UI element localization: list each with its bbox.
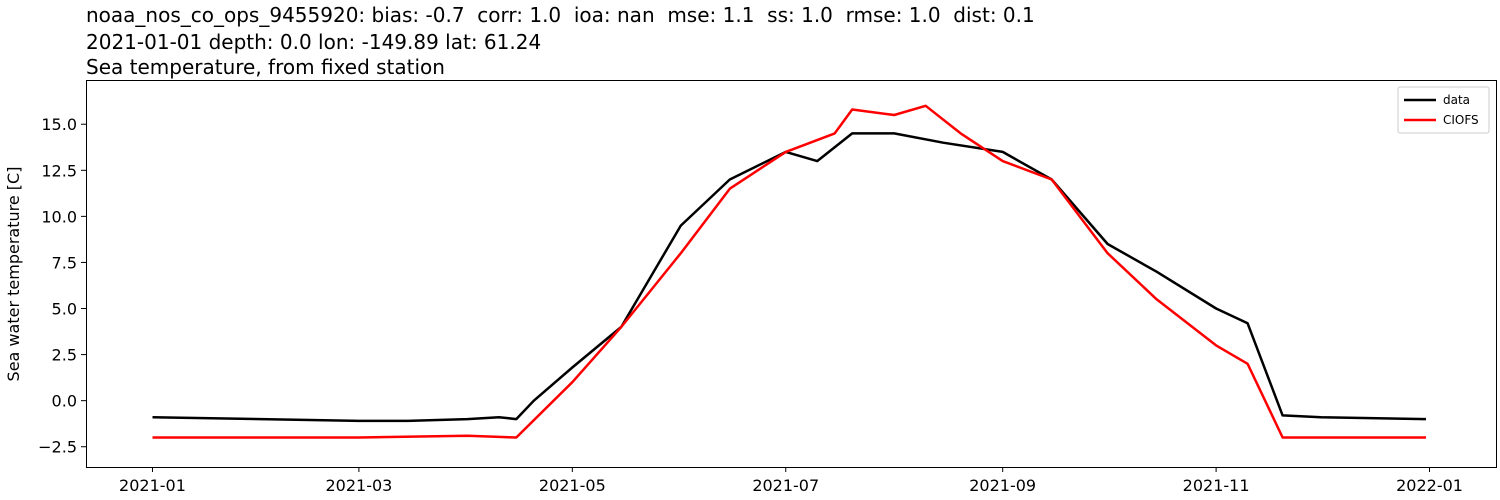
series-line-ciofs [152,104,1426,439]
x-tick-label: 2022-01 [1396,476,1463,495]
y-ticks: −2.5 0.0 2.5 5.0 7.5 10.0 12.5 15.0 [38,115,86,457]
legend-box [1397,86,1490,134]
y-axis-label: Sea water temperature [C] [4,167,23,382]
y-tick-label: 7.5 [52,253,77,272]
x-ticks: 2021-01 2021-03 2021-05 2021-07 2021-09 2021-… [119,467,1463,495]
chart-title-line-1: noaa_nos_co_ops_9455920: bias: -0.7 corr… [86,3,1035,27]
x-tick-label: 2021-09 [969,476,1036,495]
chart-title-line-2: 2021-01-01 depth: 0.0 lon: -149.89 lat: … [86,30,542,54]
y-tick-label: 5.0 [52,300,77,319]
y-tick-label: 0.0 [52,392,77,411]
chart-title-line-3: Sea temperature, from fixed station [86,55,445,79]
y-tick-label: 12.5 [41,161,77,180]
x-tick-label: 2021-11 [1183,476,1250,495]
legend: data CIOFS [1397,86,1490,134]
series-layer [152,104,1427,439]
x-tick-label: 2021-03 [325,476,392,495]
legend-label-ciofs: CIOFS [1443,113,1479,127]
plot-frame [86,80,1497,468]
legend-label-data: data [1443,93,1470,107]
y-tick-label: 15.0 [41,115,77,134]
y-tick-label: 2.5 [52,346,77,365]
x-tick-label: 2021-01 [119,476,186,495]
series-line-data [152,132,1427,423]
x-tick-label: 2021-05 [539,476,606,495]
y-tick-label: −2.5 [38,438,77,457]
y-tick-label: 10.0 [41,207,77,226]
x-tick-label: 2021-07 [752,476,819,495]
